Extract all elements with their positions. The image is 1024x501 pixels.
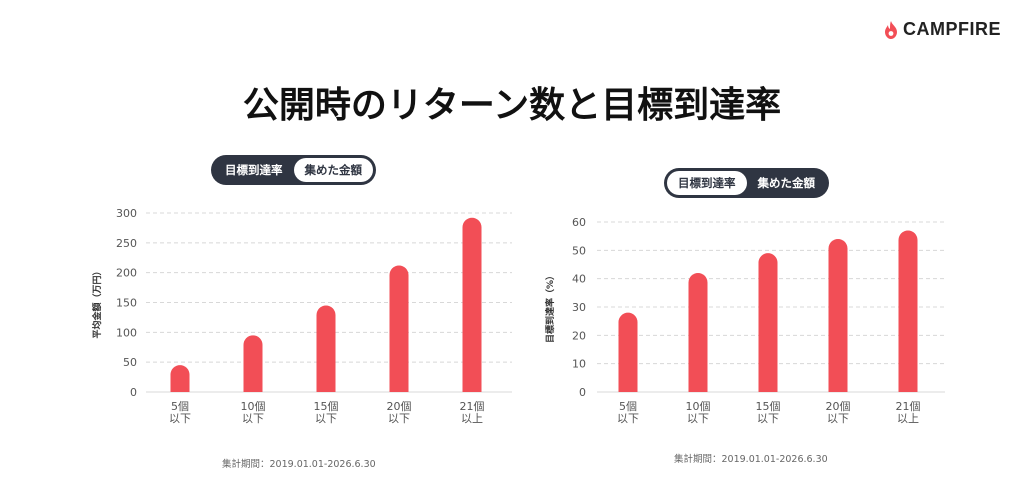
bar bbox=[316, 305, 336, 392]
y-tick-label: 0 bbox=[130, 386, 137, 399]
toggle-option-amount[interactable]: 集めた金額 bbox=[757, 176, 816, 190]
y-tick-label: 200 bbox=[116, 267, 137, 280]
x-tick-label: 10個 bbox=[686, 400, 711, 413]
x-tick-label: 10個 bbox=[241, 400, 266, 413]
y-tick-label: 250 bbox=[116, 237, 137, 250]
toggle-option-goal-rate[interactable]: 目標到達率 bbox=[225, 163, 283, 177]
x-tick-label: 以上 bbox=[461, 412, 483, 425]
x-tick-label: 21個 bbox=[896, 400, 921, 413]
period-label-left: 集計期間：2019.01.01-2026.6.30 bbox=[222, 459, 376, 470]
bar bbox=[462, 217, 482, 392]
x-tick-label: 以下 bbox=[757, 412, 779, 425]
y-axis-label: 平均金額（万円） bbox=[91, 266, 103, 338]
bar bbox=[898, 230, 918, 392]
period-label-right: 集計期間：2019.01.01-2026.6.30 bbox=[674, 454, 828, 465]
bar bbox=[758, 253, 778, 392]
page-title: 公開時のリターン数と目標到達率 bbox=[242, 85, 782, 126]
y-tick-label: 50 bbox=[123, 356, 137, 369]
x-tick-label: 以下 bbox=[315, 412, 337, 425]
logo-text: CAMPFIRE bbox=[903, 19, 1001, 39]
metric-toggle-right: 目標到達率 集めた金額 bbox=[664, 168, 829, 198]
y-tick-label: 300 bbox=[116, 207, 137, 220]
y-tick-label: 100 bbox=[116, 326, 137, 339]
x-tick-label: 21個 bbox=[460, 400, 485, 413]
x-tick-label: 以下 bbox=[388, 412, 410, 425]
campfire-logo: CAMPFIRE bbox=[883, 19, 1001, 40]
y-tick-label: 10 bbox=[572, 358, 586, 371]
x-tick-label: 20個 bbox=[826, 400, 851, 413]
y-tick-label: 0 bbox=[579, 386, 586, 399]
toggle-option-goal-rate[interactable]: 目標到達率 bbox=[667, 171, 747, 195]
y-tick-label: 150 bbox=[116, 297, 137, 310]
x-tick-label: 以下 bbox=[827, 412, 849, 425]
x-tick-label: 以下 bbox=[169, 412, 191, 425]
x-tick-label: 以下 bbox=[687, 412, 709, 425]
toggle-option-amount[interactable]: 集めた金額 bbox=[293, 158, 373, 182]
bar bbox=[618, 312, 638, 392]
x-tick-label: 以上 bbox=[897, 412, 919, 425]
x-tick-label: 5個 bbox=[619, 400, 637, 413]
y-tick-label: 60 bbox=[572, 216, 586, 229]
x-tick-label: 15個 bbox=[314, 400, 339, 413]
y-axis-label: 目標到達率（%） bbox=[544, 271, 556, 343]
x-tick-label: 以下 bbox=[617, 412, 639, 425]
flame-icon bbox=[885, 20, 897, 39]
x-tick-label: 15個 bbox=[756, 400, 781, 413]
bar bbox=[243, 335, 263, 392]
y-tick-label: 40 bbox=[572, 273, 586, 286]
x-tick-label: 以下 bbox=[242, 412, 264, 425]
bar bbox=[170, 365, 190, 392]
y-tick-label: 50 bbox=[572, 244, 586, 257]
x-tick-label: 20個 bbox=[387, 400, 412, 413]
bar bbox=[688, 273, 708, 392]
bar bbox=[389, 265, 409, 392]
metric-toggle-left: 目標到達率 集めた金額 bbox=[211, 155, 376, 185]
y-tick-label: 20 bbox=[572, 329, 586, 342]
bar bbox=[828, 239, 848, 392]
y-tick-label: 30 bbox=[572, 301, 586, 314]
x-tick-label: 5個 bbox=[171, 400, 189, 413]
